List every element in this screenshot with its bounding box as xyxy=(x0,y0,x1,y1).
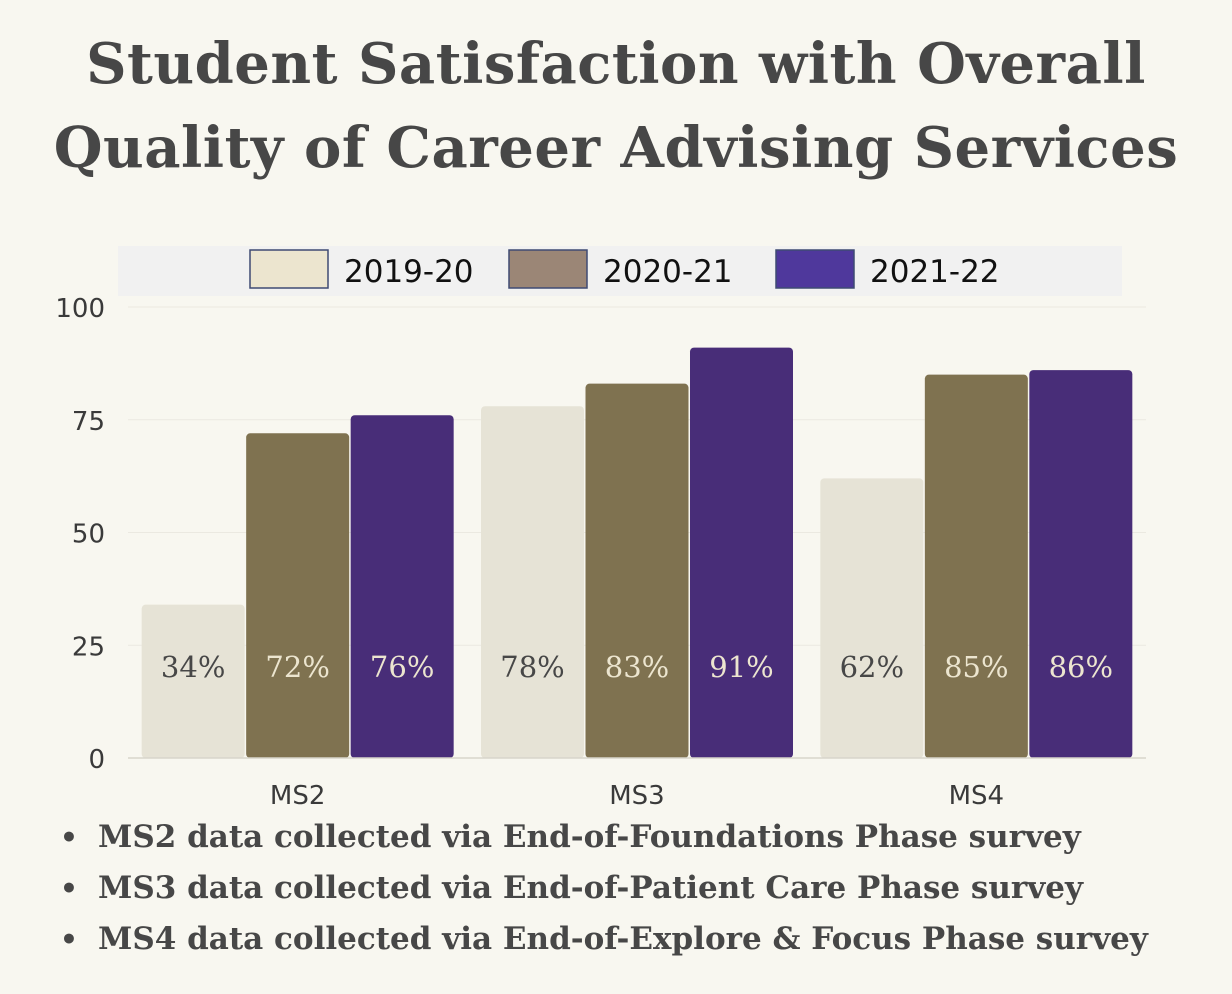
chart-title-line-2: Quality of Career Advising Services xyxy=(53,115,1179,181)
note-ms2: MS2 data collected via End-of-Foundation… xyxy=(60,812,1148,863)
chart-title: Student Satisfaction with Overall Qualit… xyxy=(0,22,1232,190)
bar-ms2-2020-21 xyxy=(246,433,350,758)
note-ms4: MS4 data collected via End-of-Explore & … xyxy=(60,914,1148,965)
y-tick-label-75: 75 xyxy=(72,407,105,437)
x-tick-label-ms4: MS4 xyxy=(949,781,1004,811)
data-source-notes: MS2 data collected via End-of-Foundation… xyxy=(60,812,1148,965)
y-tick-label-25: 25 xyxy=(72,632,105,662)
legend-label-2021-22: 2021-22 xyxy=(870,254,1000,290)
legend-swatch-2019-20 xyxy=(249,249,329,289)
data-label-ms2-2019-20: 34% xyxy=(161,650,225,684)
bar-ms3-2021-22 xyxy=(690,347,793,758)
y-tick-label-100: 100 xyxy=(55,294,105,324)
y-tick-label-0: 0 xyxy=(88,745,105,775)
data-label-ms3-2021-22: 91% xyxy=(709,650,773,684)
data-label-ms3-2020-21: 83% xyxy=(605,650,669,684)
bar-ms4-2020-21 xyxy=(924,374,1028,758)
data-label-ms4-2020-21: 85% xyxy=(944,650,1008,684)
bar-ms4-2019-20 xyxy=(820,478,924,758)
y-tick-label-50: 50 xyxy=(72,520,105,550)
legend-swatch-2021-22 xyxy=(775,249,855,289)
bar-ms2-2021-22 xyxy=(350,415,454,758)
data-label-ms4-2021-22: 86% xyxy=(1049,650,1113,684)
x-tick-label-ms3: MS3 xyxy=(609,781,664,811)
chart-title-line-1: Student Satisfaction with Overall xyxy=(86,31,1146,97)
legend-label-2020-21: 2020-21 xyxy=(603,254,733,290)
bar-ms4-2021-22 xyxy=(1029,370,1133,758)
legend-swatch-2020-21 xyxy=(508,249,588,289)
data-label-ms2-2020-21: 72% xyxy=(265,650,329,684)
data-label-ms3-2019-20: 78% xyxy=(500,650,564,684)
data-label-ms4-2019-20: 62% xyxy=(840,650,904,684)
bar-ms3-2019-20 xyxy=(481,406,584,758)
bar-ms2-2019-20 xyxy=(141,604,245,758)
x-tick-label-ms2: MS2 xyxy=(270,781,325,811)
legend-label-2019-20: 2019-20 xyxy=(344,254,474,290)
data-label-ms2-2021-22: 76% xyxy=(370,650,434,684)
bar-ms3-2020-21 xyxy=(585,383,689,758)
note-ms3: MS3 data collected via End-of-Patient Ca… xyxy=(60,863,1148,914)
